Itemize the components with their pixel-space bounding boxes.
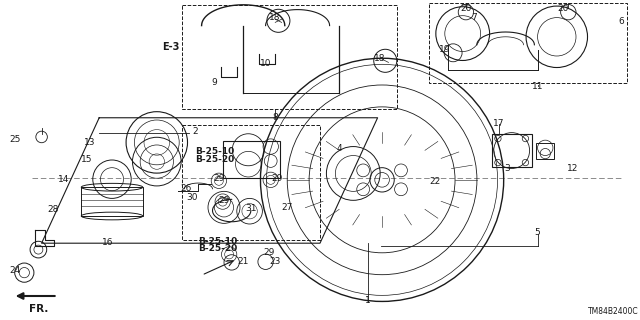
Text: 23: 23 [269,257,281,266]
Text: 29: 29 [271,174,283,183]
Text: TM84B2400C: TM84B2400C [588,307,639,316]
Text: B-25-10: B-25-10 [195,147,234,156]
Text: 17: 17 [493,119,505,128]
Text: 27: 27 [281,203,292,212]
Text: 6: 6 [618,17,623,26]
Text: 1: 1 [365,296,371,305]
Text: 19: 19 [439,45,451,54]
Text: 29: 29 [214,174,225,183]
Text: 22: 22 [429,177,441,186]
Text: 8: 8 [273,113,278,122]
Text: 2: 2 [193,127,198,136]
Text: 25: 25 [9,135,20,144]
Bar [429,3,627,83]
Bar [182,5,397,109]
Text: 31: 31 [246,204,257,212]
Text: 30: 30 [186,193,198,202]
Text: 13: 13 [84,138,95,147]
Text: E-3: E-3 [162,42,179,52]
Text: 20: 20 [557,4,569,13]
Text: B-25-20: B-25-20 [198,244,237,253]
Text: 21: 21 [237,257,249,266]
Bar [81,187,143,216]
Text: 15: 15 [81,155,92,164]
Text: 26: 26 [180,184,191,193]
Text: 18: 18 [269,13,281,22]
Text: B-25-20: B-25-20 [195,155,234,164]
Bar [223,141,280,178]
Text: 16: 16 [102,238,113,247]
Text: 18: 18 [374,54,385,63]
Text: 7: 7 [471,13,476,22]
Bar [182,125,320,240]
Text: 29: 29 [218,196,230,204]
Text: 12: 12 [567,164,579,173]
Bar [492,134,532,167]
Text: 29: 29 [263,248,275,257]
Text: 28: 28 [47,205,59,214]
Text: 9: 9 [212,78,217,87]
Text: FR.: FR. [29,304,48,314]
Text: 3: 3 [505,164,510,173]
Text: 5: 5 [535,228,540,236]
Bar [536,143,554,159]
Text: 11: 11 [532,82,543,91]
Text: 20: 20 [460,4,472,13]
Text: 24: 24 [9,266,20,275]
Text: 4: 4 [337,144,342,153]
Text: 10: 10 [260,59,271,68]
Text: 14: 14 [58,175,70,184]
Text: B-25-10: B-25-10 [198,237,237,246]
